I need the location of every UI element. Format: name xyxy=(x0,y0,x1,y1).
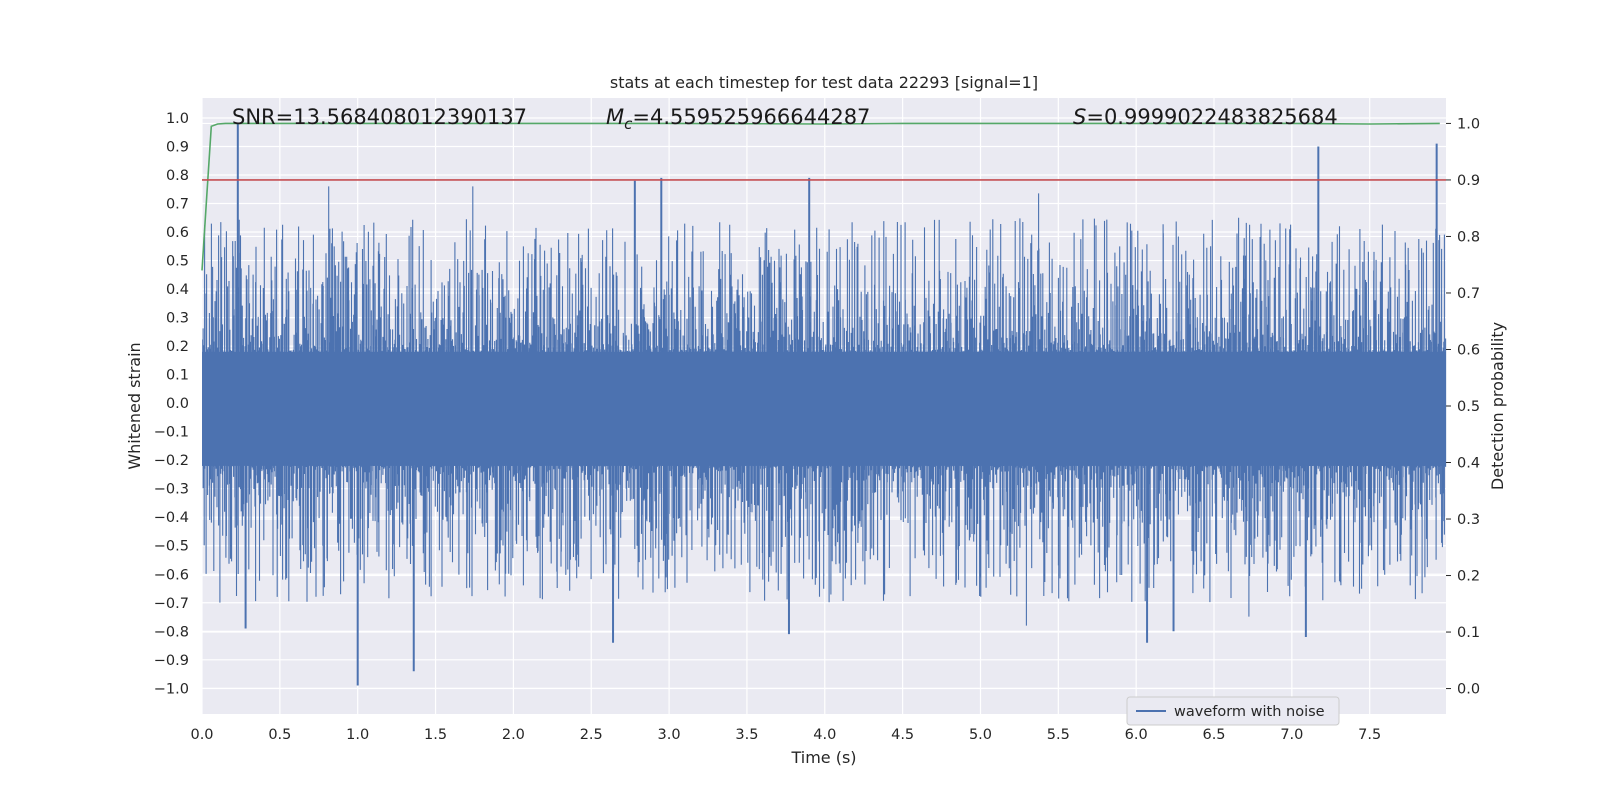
x-tick-label: 0.5 xyxy=(268,727,291,743)
waveform-series xyxy=(202,123,1447,686)
s-value: =0.9999022483825684 xyxy=(1086,105,1337,129)
y2-tick-label: 0.1 xyxy=(1457,625,1480,641)
y-tick-labels: 1.0 0.9 0.8 0.7 0.6 0.5 0.4 0.3 0.2 0.1 0.0 −0.1 −0.… xyxy=(154,111,189,697)
chart-title: stats at each timestep for test data 222… xyxy=(610,73,1038,92)
y2-tick-label: 0.5 xyxy=(1457,399,1480,415)
mc-symbol: M xyxy=(606,105,624,129)
x-tick-label: 7.0 xyxy=(1280,727,1303,743)
y-tick-label: 0.3 xyxy=(166,311,189,327)
mc-subscript: c xyxy=(624,115,633,133)
legend-label: waveform with noise xyxy=(1174,704,1325,720)
y2-tick-label: 0.9 xyxy=(1457,173,1480,189)
y2-tick-labels: 1.0 0.9 0.8 0.7 0.6 0.5 0.4 0.3 0.2 0.1 0.0 xyxy=(1446,116,1480,698)
y-tick-label: −0.8 xyxy=(154,624,189,640)
y-tick-label: −0.1 xyxy=(154,425,189,441)
y2-tick-label: 0.6 xyxy=(1457,342,1480,358)
y-tick-label: 1.0 xyxy=(166,111,189,127)
y-tick-label: 0.1 xyxy=(166,368,189,384)
detection-probability-line xyxy=(201,122,1440,271)
snr-annotation: SNR=13.568408012390137 xyxy=(232,105,527,129)
y2-tick-label: 0.0 xyxy=(1457,682,1480,698)
x-tick-label: 6.0 xyxy=(1125,727,1148,743)
y-tick-label: 0.2 xyxy=(166,339,189,355)
x-tick-label: 3.5 xyxy=(735,727,758,743)
x-axis-title: Time (s) xyxy=(790,748,856,767)
y-tick-label: 0.7 xyxy=(166,197,189,213)
y-tick-label: −0.3 xyxy=(154,482,189,498)
x-tick-label: 5.0 xyxy=(969,727,992,743)
x-tick-label: 2.0 xyxy=(502,727,525,743)
mc-value: =4.559525966644287 xyxy=(632,105,870,129)
y2-tick-label: 0.3 xyxy=(1457,512,1480,528)
y2-tick-label: 0.7 xyxy=(1457,286,1480,302)
x-tick-label: 3.0 xyxy=(658,727,681,743)
y-tick-label: −0.5 xyxy=(154,539,189,555)
y-tick-label: 0.6 xyxy=(166,225,189,241)
y-tick-label: −0.2 xyxy=(154,453,189,469)
x-tick-label: 5.5 xyxy=(1047,727,1070,743)
y-tick-label: 0.8 xyxy=(166,168,189,184)
y-tick-label: −0.6 xyxy=(154,567,189,583)
probability-series xyxy=(201,122,1446,271)
y-axis-title: Whitened strain xyxy=(125,342,144,469)
y-tick-label: 0.4 xyxy=(166,282,189,298)
y-tick-label: 0.5 xyxy=(166,254,189,270)
y-tick-label: −0.7 xyxy=(154,596,189,612)
x-tick-label: 7.5 xyxy=(1358,727,1381,743)
s-symbol: S xyxy=(1073,105,1086,129)
x-tick-label: 4.5 xyxy=(891,727,914,743)
y-tick-label: −1.0 xyxy=(154,681,189,697)
legend: waveform with noise xyxy=(1126,696,1340,726)
x-tick-label: 0.0 xyxy=(190,727,213,743)
y2-tick-label: 1.0 xyxy=(1457,116,1480,132)
detection-score-annotation: S=0.9999022483825684 xyxy=(1073,105,1338,129)
x-tick-label: 6.5 xyxy=(1202,727,1225,743)
waveform-dense-core xyxy=(202,351,1446,466)
y-tick-label: 0.9 xyxy=(166,139,189,155)
y-tick-label: 0.0 xyxy=(166,396,189,412)
y2-tick-label: 0.8 xyxy=(1457,229,1480,245)
y2-axis-title: Detection probability xyxy=(1488,322,1507,490)
x-tick-label: 1.0 xyxy=(346,727,369,743)
x-tick-label: 1.5 xyxy=(424,727,447,743)
y-tick-label: −0.4 xyxy=(154,510,189,526)
y2-tick-label: 0.4 xyxy=(1457,456,1480,472)
x-tick-label: 4.0 xyxy=(813,727,836,743)
x-tick-labels: 0.0 0.5 1.0 1.5 2.0 2.5 3.0 3.5 4.0 4.5 5.0 5.5 6.0 6… xyxy=(190,727,1381,743)
y-tick-label: −0.9 xyxy=(154,653,189,669)
y2-tick-label: 0.2 xyxy=(1457,569,1480,585)
chirp-mass-annotation: Mc=4.559525966644287 xyxy=(606,105,870,133)
x-tick-label: 2.5 xyxy=(580,727,603,743)
legend-box xyxy=(1126,696,1340,726)
